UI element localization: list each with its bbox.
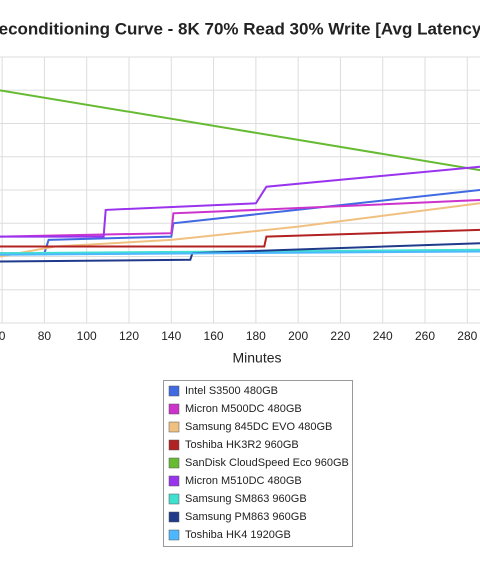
- series-line: [0, 189, 480, 255]
- legend-swatch: [168, 511, 180, 523]
- series-line: [0, 199, 480, 238]
- legend-swatch: [168, 385, 180, 397]
- legend-swatch: [168, 439, 180, 451]
- legend-box: [163, 380, 353, 547]
- x-tick-label: 180: [246, 329, 266, 343]
- legend-label: Intel S3500 480GB: [185, 385, 278, 397]
- legend-label: Micron M510DC 480GB: [185, 475, 302, 487]
- x-tick-label: 160: [204, 329, 224, 343]
- legend-swatch: [168, 529, 180, 541]
- x-tick-label: 260: [415, 329, 435, 343]
- x-tick-label: 140: [161, 329, 181, 343]
- x-tick-label: 280: [457, 329, 477, 343]
- legend-label: SanDisk CloudSpeed Eco 960GB: [185, 457, 349, 469]
- legend-swatch: [168, 421, 180, 433]
- x-tick-label: 240: [373, 329, 393, 343]
- legend-swatch: [168, 493, 180, 505]
- series-line: [0, 202, 480, 258]
- x-tick-label: 100: [77, 329, 97, 343]
- x-axis-label: Minutes: [232, 350, 281, 366]
- legend-swatch: [168, 457, 180, 469]
- legend-swatch: [168, 475, 180, 487]
- legend-label: Micron M500DC 480GB: [185, 403, 302, 415]
- legend-label: Toshiba HK4 1920GB: [185, 529, 291, 541]
- x-tick-label: 220: [330, 329, 350, 343]
- x-tick-label: 0: [0, 329, 6, 343]
- legend-label: Toshiba HK3R2 960GB: [185, 439, 299, 451]
- series-line: [0, 242, 480, 263]
- legend-swatch: [168, 403, 180, 415]
- x-tick-label: 80: [38, 329, 52, 343]
- legend-label: Samsung SM863 960GB: [185, 493, 307, 505]
- chart-title: reconditioning Curve - 8K 70% Read 30% W…: [0, 19, 480, 38]
- series-line: [0, 228, 480, 248]
- series-line: [0, 165, 480, 238]
- legend-label: Samsung PM863 960GB: [185, 511, 307, 523]
- x-tick-label: 200: [288, 329, 308, 343]
- series-line: [0, 89, 480, 172]
- legend-label: Samsung 845DC EVO 480GB: [185, 421, 332, 433]
- series-line: [0, 250, 480, 256]
- x-tick-label: 120: [119, 329, 139, 343]
